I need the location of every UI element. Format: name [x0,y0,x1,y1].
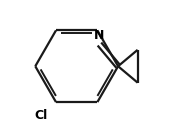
Text: N: N [94,29,104,42]
Text: Cl: Cl [34,109,48,122]
